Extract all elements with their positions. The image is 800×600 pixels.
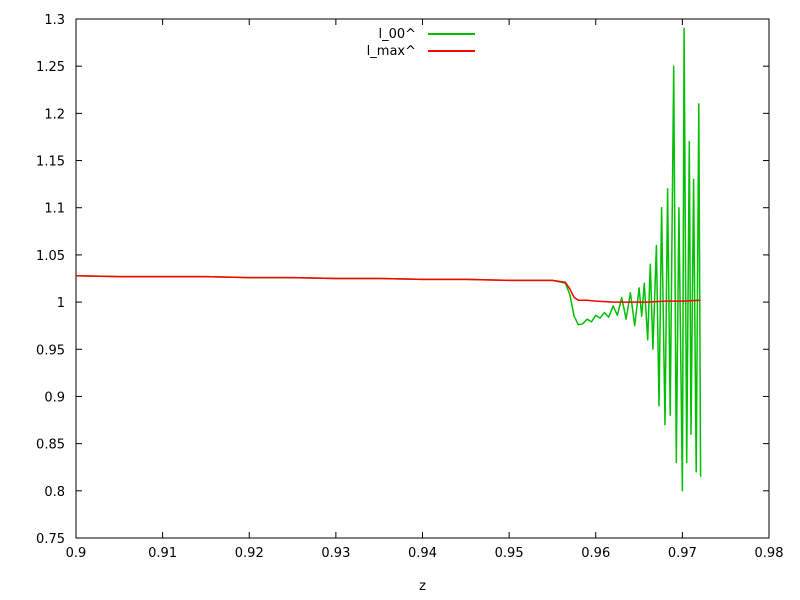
plot-frame bbox=[75, 18, 770, 539]
x-tick-label: 0.97 bbox=[668, 546, 697, 561]
x-tick-label: 0.98 bbox=[755, 546, 784, 561]
x-tick-label: 0.9 bbox=[66, 546, 87, 561]
y-tick-label: 0.85 bbox=[36, 438, 65, 453]
x-tick-label: 0.94 bbox=[408, 546, 437, 561]
x-axis-label: z bbox=[419, 579, 426, 594]
y-tick-label: 1.1 bbox=[44, 202, 65, 217]
y-ticks: 0.75 0.8 0.85 0.9 0.95 1 1.05 1.1 1.15 1.2 1.25 1.3 bbox=[36, 13, 769, 547]
x-tick-label: 0.91 bbox=[148, 546, 177, 561]
x-tick-label: 0.95 bbox=[495, 546, 524, 561]
y-tick-label: 1.05 bbox=[36, 249, 65, 264]
x-ticks: 0.9 0.91 0.92 0.93 0.94 0.95 0.96 0.97 0.98 bbox=[66, 19, 784, 561]
x-tick-label: 0.93 bbox=[321, 546, 350, 561]
y-tick-label: 1 bbox=[57, 296, 65, 311]
legend-label: l_00^ bbox=[378, 27, 416, 42]
y-tick-label: 0.8 bbox=[44, 485, 65, 500]
y-tick-label: 1.15 bbox=[36, 155, 65, 170]
series-line-1 bbox=[75, 274, 701, 303]
legend-label: l_max^ bbox=[367, 44, 416, 59]
y-tick-label: 0.75 bbox=[36, 532, 65, 547]
y-tick-label: 0.9 bbox=[44, 390, 65, 405]
plot-border bbox=[75, 18, 770, 539]
y-tick-label: 0.95 bbox=[36, 343, 65, 358]
x-tick-label: 0.92 bbox=[235, 546, 264, 561]
y-tick-label: 1.2 bbox=[44, 107, 65, 122]
y-tick-label: 1.25 bbox=[36, 60, 65, 75]
legend: l_00^ l_max^ bbox=[367, 27, 475, 59]
y-tick-label: 1.3 bbox=[44, 13, 65, 28]
x-tick-label: 0.96 bbox=[581, 546, 610, 561]
series-line-0 bbox=[75, 27, 702, 492]
series-layer bbox=[75, 27, 702, 492]
